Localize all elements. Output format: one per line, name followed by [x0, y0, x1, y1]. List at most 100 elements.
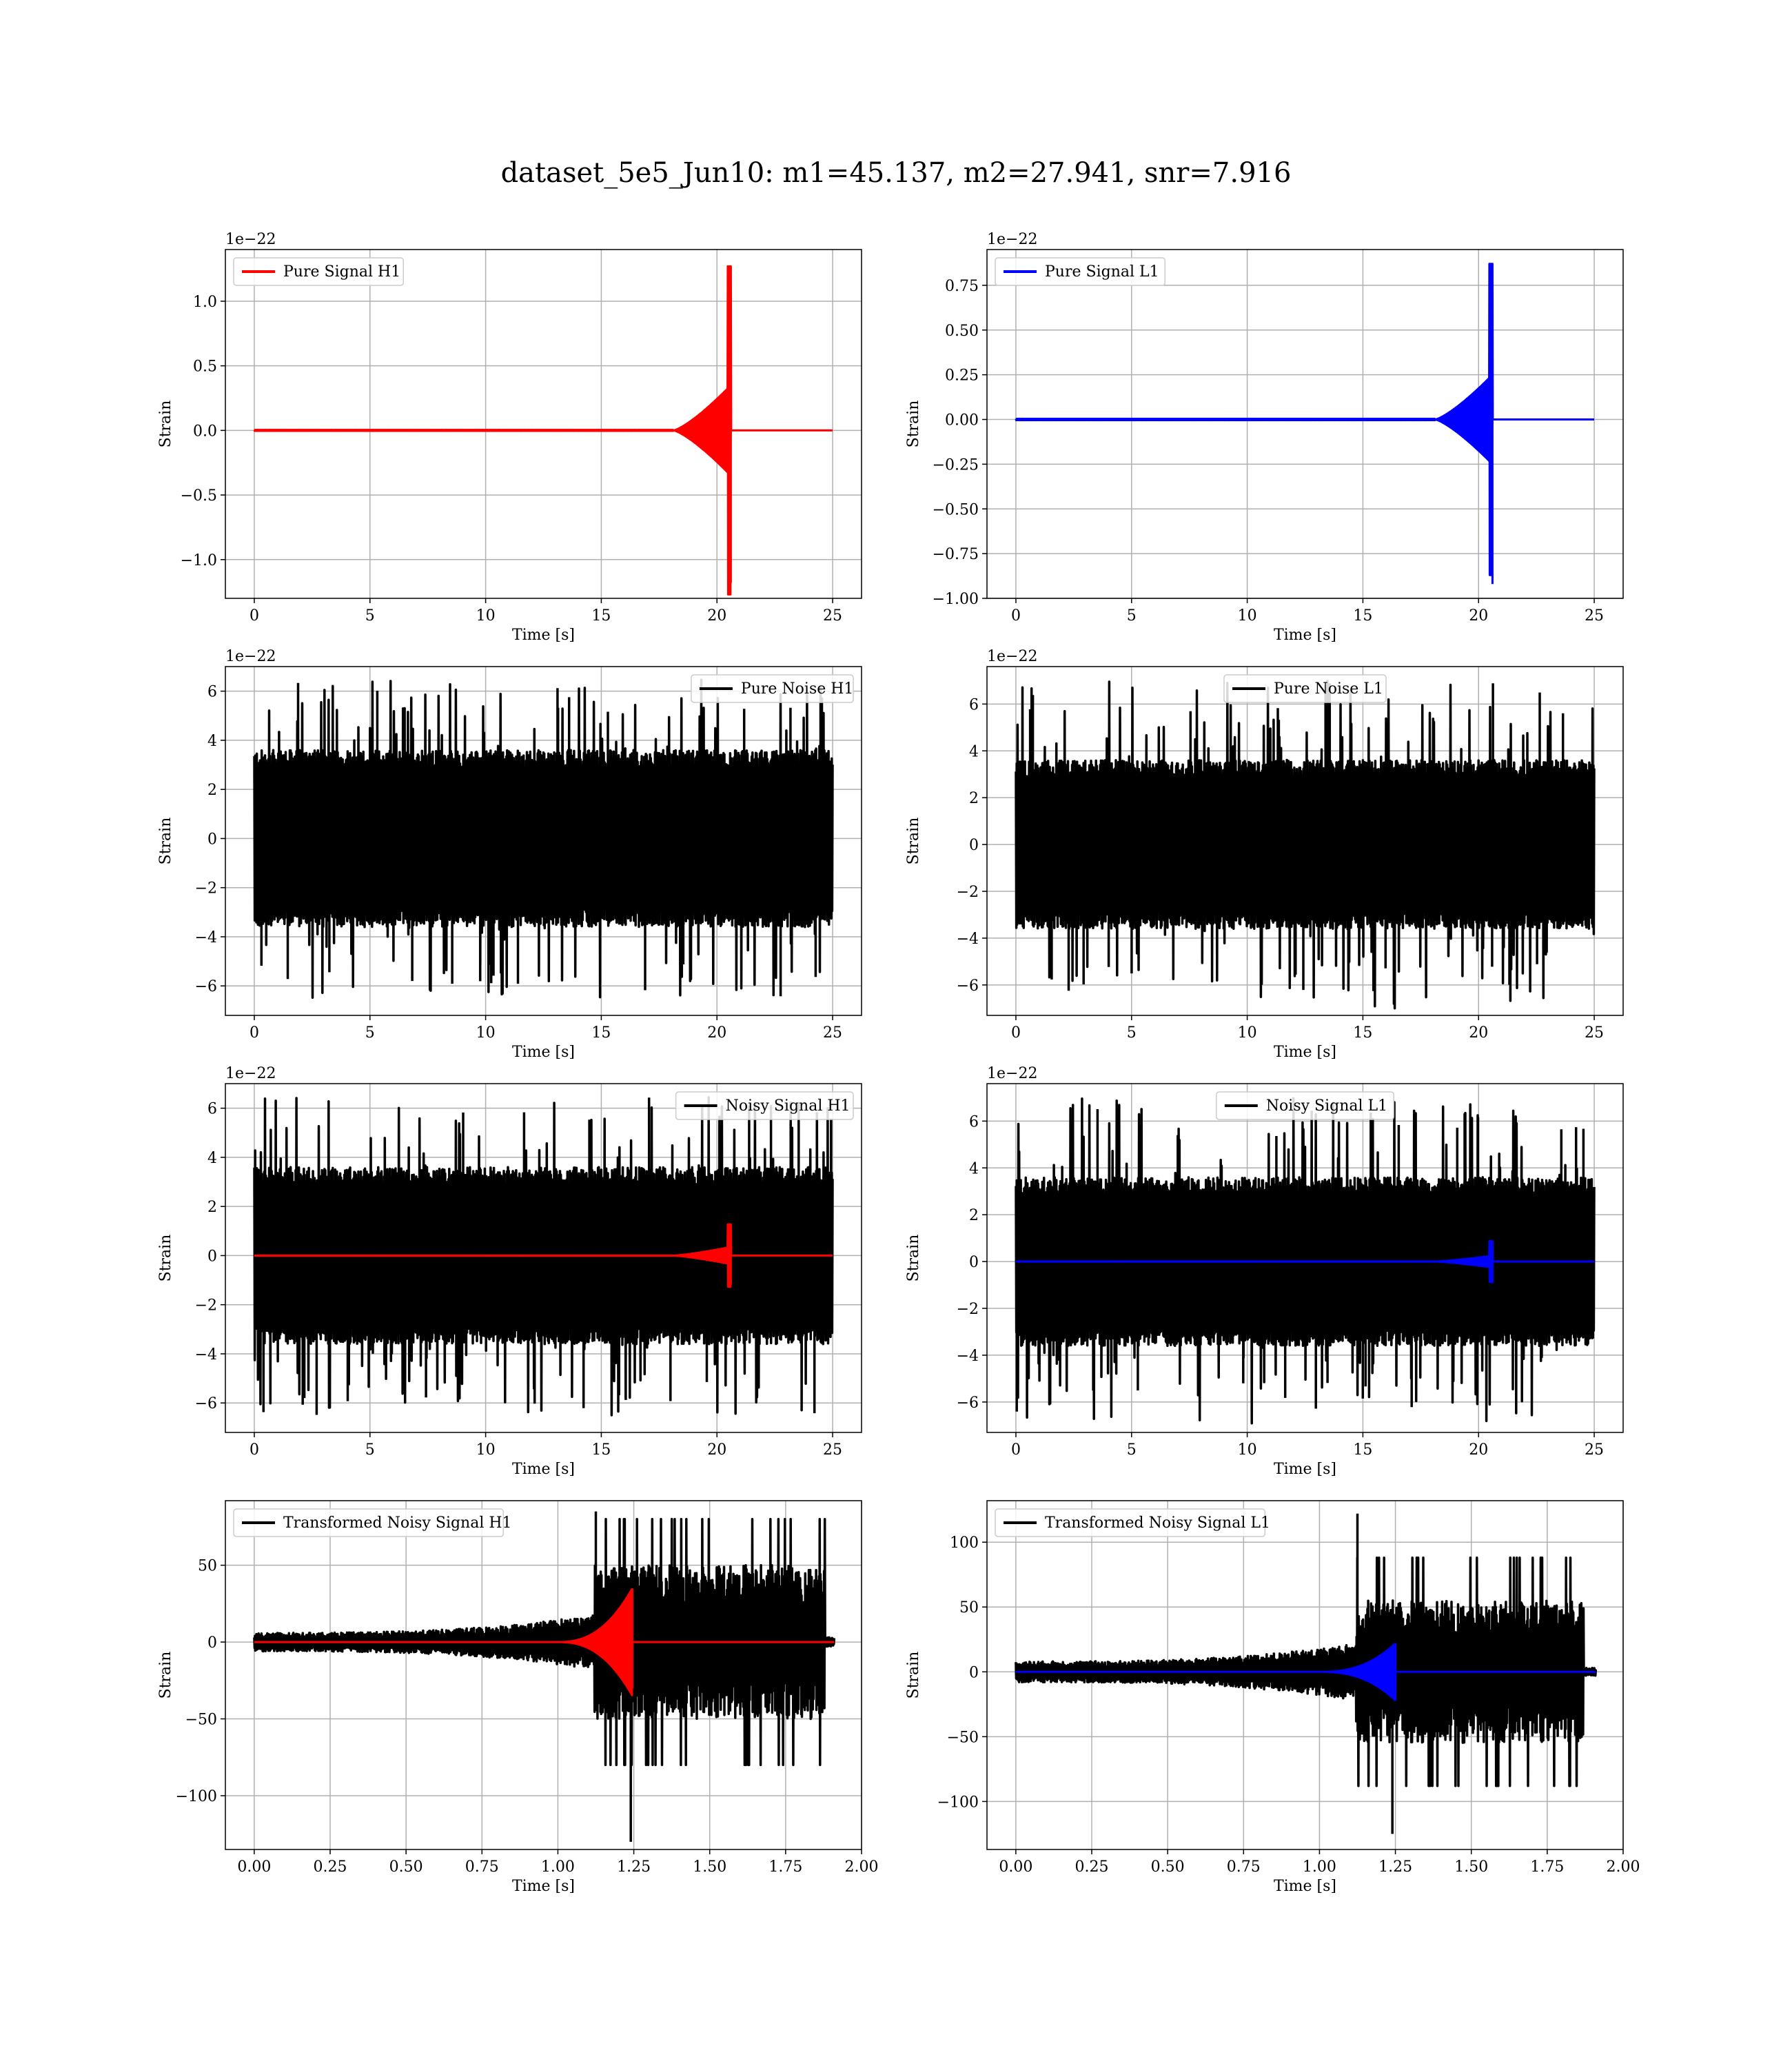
x-tick-label: 5 — [365, 607, 375, 625]
x-tick-label: 0 — [250, 607, 259, 625]
y-tick-label: 6 — [207, 1101, 217, 1118]
pure-signal-h1-panel: 0 5 10 15 20 25 −1.0 −0.5 0.0 0.5 1.0 Time [s] Strai… — [157, 231, 862, 644]
x-tick-label: 15 — [1353, 1441, 1372, 1459]
y-tick-label: −1.00 — [933, 591, 979, 608]
y-scale-label: 1e−22 — [987, 648, 1037, 665]
y-tick-label: −0.25 — [933, 456, 979, 474]
x-tick-label: 1.75 — [1530, 1858, 1564, 1876]
x-tick-label: 0 — [250, 1024, 259, 1042]
x-tick-label: 5 — [1127, 1441, 1137, 1459]
x-axis-label: Time [s] — [1274, 627, 1336, 644]
x-tick-label: 25 — [1585, 1441, 1604, 1459]
noisy-signal-l1-panel: 0 5 10 15 20 25 −6 −4 −2 0 2 4 6 Time [s] Strain 1e−22 N… — [905, 1065, 1624, 1478]
y-tick-label: −50 — [947, 1729, 979, 1746]
x-tick-label: 20 — [1469, 1024, 1488, 1042]
x-tick-label: 0.25 — [314, 1858, 347, 1876]
x-tick-label: 1.50 — [1454, 1858, 1488, 1876]
series-line-1 — [1015, 1643, 1597, 1701]
x-tick-label: 1.00 — [541, 1858, 575, 1876]
x-tick-label: 15 — [591, 1441, 611, 1459]
y-tick-label: −6 — [195, 978, 217, 995]
y-tick-label: −6 — [957, 977, 979, 995]
x-axis-label: Time [s] — [512, 627, 575, 644]
y-tick-label: 4 — [207, 1150, 217, 1167]
y-tick-label: −50 — [185, 1712, 217, 1729]
y-tick-label: 2 — [969, 1207, 979, 1224]
transformed-noisy-signal-h1-panel: 0.00 0.25 0.50 0.75 1.00 1.25 1.50 1.75 2.00 −100… — [157, 1500, 878, 1895]
y-tick-label: 0.5 — [193, 358, 217, 376]
pure-noise-l1-panel: 0 5 10 15 20 25 −6 −4 −2 0 2 4 6 Time [s] Strain 1e−22 P… — [905, 648, 1624, 1061]
x-tick-label: 0 — [1011, 1441, 1021, 1459]
y-tick-label: −6 — [957, 1395, 979, 1412]
axes-frame — [986, 1083, 1624, 1433]
y-axis-label: Strain — [905, 1652, 922, 1699]
x-axis-label: Time [s] — [512, 1878, 575, 1895]
x-tick-label: 0 — [250, 1441, 259, 1459]
x-tick-label: 10 — [1238, 607, 1257, 625]
axes-frame — [225, 1083, 862, 1433]
x-tick-label: 1.00 — [1303, 1858, 1336, 1876]
series-line-1 — [1015, 1240, 1595, 1284]
y-tick-label: 0 — [207, 1634, 217, 1652]
x-tick-label: 0.50 — [1151, 1858, 1185, 1876]
y-tick-label: −4 — [957, 931, 979, 948]
x-tick-label: 0.75 — [1227, 1858, 1261, 1876]
legend-box — [675, 1091, 854, 1120]
y-tick-label: −1.0 — [181, 552, 217, 569]
x-tick-label: 5 — [365, 1024, 375, 1042]
axes-frame — [225, 249, 862, 599]
y-scale-label: 1e−22 — [987, 231, 1037, 248]
y-tick-label: −0.75 — [933, 546, 979, 563]
y-axis-label: Strain — [157, 1235, 174, 1282]
legend: Noisy Signal H1 — [675, 1091, 854, 1120]
y-tick-label: 2 — [207, 1199, 217, 1216]
y-axis-label: Strain — [157, 401, 174, 448]
y-tick-label: 0.50 — [945, 323, 979, 340]
y-tick-label: 0.25 — [945, 367, 979, 385]
y-tick-label: −6 — [195, 1395, 217, 1412]
legend-label: Transformed Noisy Signal L1 — [1045, 1514, 1270, 1532]
y-tick-label: 0 — [969, 1664, 979, 1681]
legend: Transformed Noisy Signal L1 — [995, 1508, 1270, 1537]
x-tick-label: 0.75 — [465, 1858, 499, 1876]
y-tick-label: −4 — [195, 1346, 217, 1364]
legend-box — [233, 257, 404, 286]
x-tick-label: 25 — [823, 1024, 842, 1042]
series-line-0 — [253, 1511, 836, 1842]
x-tick-label: 5 — [1127, 1024, 1137, 1042]
series-line-0 — [1015, 1097, 1596, 1425]
y-tick-label: 1.0 — [193, 294, 217, 311]
y-scale-label: 1e−22 — [225, 231, 276, 248]
y-tick-label: −2 — [957, 884, 979, 901]
x-tick-label: 0 — [1011, 607, 1021, 625]
y-tick-label: 2 — [207, 782, 217, 799]
legend-box — [995, 257, 1165, 286]
x-tick-label: 5 — [365, 1441, 375, 1459]
series-line-0 — [1015, 263, 1595, 585]
x-tick-label: 25 — [823, 607, 842, 625]
series-line-0 — [1015, 679, 1596, 1010]
y-tick-label: 50 — [198, 1558, 217, 1575]
series-line-0 — [253, 265, 833, 596]
y-tick-label: −100 — [937, 1794, 979, 1811]
legend-label: Transformed Noisy Signal H1 — [283, 1514, 512, 1532]
x-tick-label: 15 — [591, 607, 611, 625]
x-tick-label: 25 — [1585, 1024, 1604, 1042]
y-tick-label: −2 — [957, 1301, 979, 1318]
x-tick-label: 1.75 — [768, 1858, 802, 1876]
legend-label: Noisy Signal L1 — [1266, 1097, 1387, 1115]
figure-title: dataset_5e5_Jun10: m1=45.137, m2=27.941,… — [500, 157, 1292, 189]
legend: Noisy Signal L1 — [1216, 1091, 1394, 1120]
y-axis-label: Strain — [905, 401, 922, 448]
x-tick-label: 1.50 — [693, 1858, 726, 1876]
x-tick-label: 2.00 — [1607, 1858, 1640, 1876]
axes-frame — [986, 666, 1624, 1016]
x-tick-label: 5 — [1127, 607, 1137, 625]
x-tick-label: 20 — [1469, 1441, 1488, 1459]
x-tick-label: 0.25 — [1075, 1858, 1109, 1876]
legend-label: Noisy Signal H1 — [726, 1097, 851, 1115]
x-tick-label: 0.00 — [999, 1858, 1032, 1876]
x-tick-label: 25 — [823, 1441, 842, 1459]
series-line-0 — [253, 678, 834, 999]
